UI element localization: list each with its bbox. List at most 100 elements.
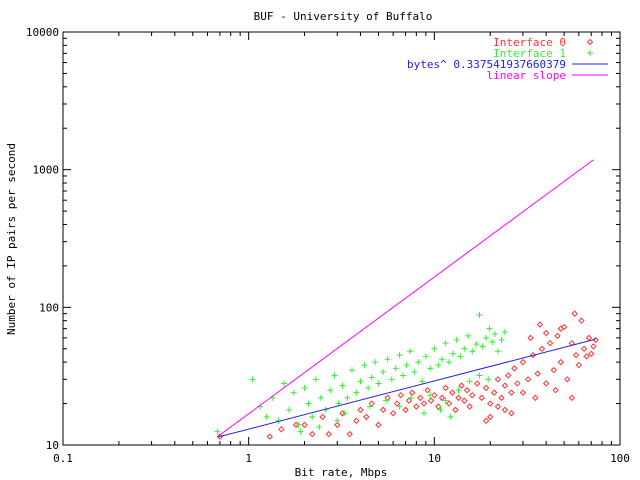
data-point <box>435 362 442 369</box>
data-point <box>266 433 274 440</box>
data-point <box>421 410 428 417</box>
data-point <box>575 361 583 369</box>
data-point <box>278 426 285 433</box>
data-point <box>396 352 403 359</box>
data-point <box>380 368 387 375</box>
data-point <box>442 340 449 347</box>
data-point <box>214 428 221 435</box>
data-point <box>319 413 326 421</box>
data-point <box>494 348 501 355</box>
data-point <box>571 310 578 317</box>
data-point <box>396 403 403 410</box>
series-0 <box>216 310 599 440</box>
data-point <box>334 417 341 424</box>
data-point <box>435 403 442 410</box>
data-point <box>420 400 428 407</box>
data-point <box>419 378 426 385</box>
data-point <box>494 376 502 383</box>
data-point <box>501 382 509 389</box>
data-point <box>427 397 435 404</box>
data-point <box>339 382 346 389</box>
data-point <box>501 329 508 336</box>
data-point <box>393 400 401 407</box>
data-point <box>397 391 405 399</box>
legend-label: Interface 0 <box>493 36 566 49</box>
data-point <box>431 391 438 399</box>
legend-label: linear slope <box>487 69 566 82</box>
data-point <box>325 430 332 438</box>
data-point <box>557 325 565 332</box>
data-point <box>407 348 414 355</box>
data-point <box>583 353 590 360</box>
data-point <box>286 406 293 413</box>
data-point <box>384 356 391 363</box>
data-point <box>501 406 509 414</box>
data-point <box>453 336 460 343</box>
data-point <box>297 428 304 435</box>
data-point <box>485 376 492 383</box>
data-point <box>519 389 527 396</box>
y-axis: 10 100 1000 10000 <box>26 26 620 452</box>
x-axis: 0.1 1 10 100 <box>53 32 630 465</box>
data-point <box>422 353 429 360</box>
data-point <box>455 387 462 394</box>
data-point <box>305 400 312 407</box>
data-point <box>317 394 324 401</box>
plot-frame <box>62 31 621 446</box>
data-point <box>405 397 413 404</box>
data-point <box>447 413 454 420</box>
data-point <box>489 338 496 345</box>
data-point <box>312 376 319 383</box>
data-point <box>482 417 490 424</box>
data-point <box>546 339 554 347</box>
data-point <box>568 394 576 402</box>
data-point <box>316 424 323 431</box>
data-point <box>389 410 397 417</box>
data-point <box>361 362 368 369</box>
data-point <box>534 370 541 377</box>
data-point <box>438 394 446 402</box>
data-point <box>478 394 485 402</box>
data-point <box>353 417 360 424</box>
data-point <box>365 384 372 391</box>
data-point <box>263 413 270 420</box>
data-point <box>368 400 375 407</box>
data-point <box>560 323 568 331</box>
data-point <box>368 374 375 381</box>
y-tick-label: 10 <box>46 439 59 452</box>
data-point <box>357 378 364 385</box>
data-point <box>348 367 355 374</box>
plot-area <box>214 159 599 440</box>
x-tick-label: 10 <box>428 452 441 465</box>
data-point <box>379 406 387 414</box>
data-point <box>580 345 588 352</box>
data-point <box>341 410 348 417</box>
data-point <box>431 345 438 352</box>
data-point <box>445 400 453 407</box>
data-point <box>442 397 449 404</box>
data-point <box>494 403 502 410</box>
data-point <box>402 406 409 414</box>
data-point <box>339 410 346 417</box>
data-point <box>578 317 585 324</box>
data-point <box>498 336 505 343</box>
data-point <box>542 380 550 387</box>
chart-title: BUF - University of Buffalo <box>254 10 433 23</box>
data-point <box>469 391 476 399</box>
data-point <box>483 334 490 341</box>
y-tick-label: 1000 <box>33 164 60 177</box>
data-point <box>375 380 382 387</box>
data-point <box>498 394 505 402</box>
data-point <box>554 332 561 340</box>
data-point <box>479 343 486 350</box>
series-1 <box>214 311 508 435</box>
data-point <box>292 421 300 429</box>
data-point <box>408 389 416 396</box>
data-point <box>463 387 471 394</box>
data-point <box>466 378 473 385</box>
legend-marker <box>586 38 594 46</box>
data-point <box>564 376 571 383</box>
x-axis-label: Bit rate, Mbps <box>295 466 388 479</box>
